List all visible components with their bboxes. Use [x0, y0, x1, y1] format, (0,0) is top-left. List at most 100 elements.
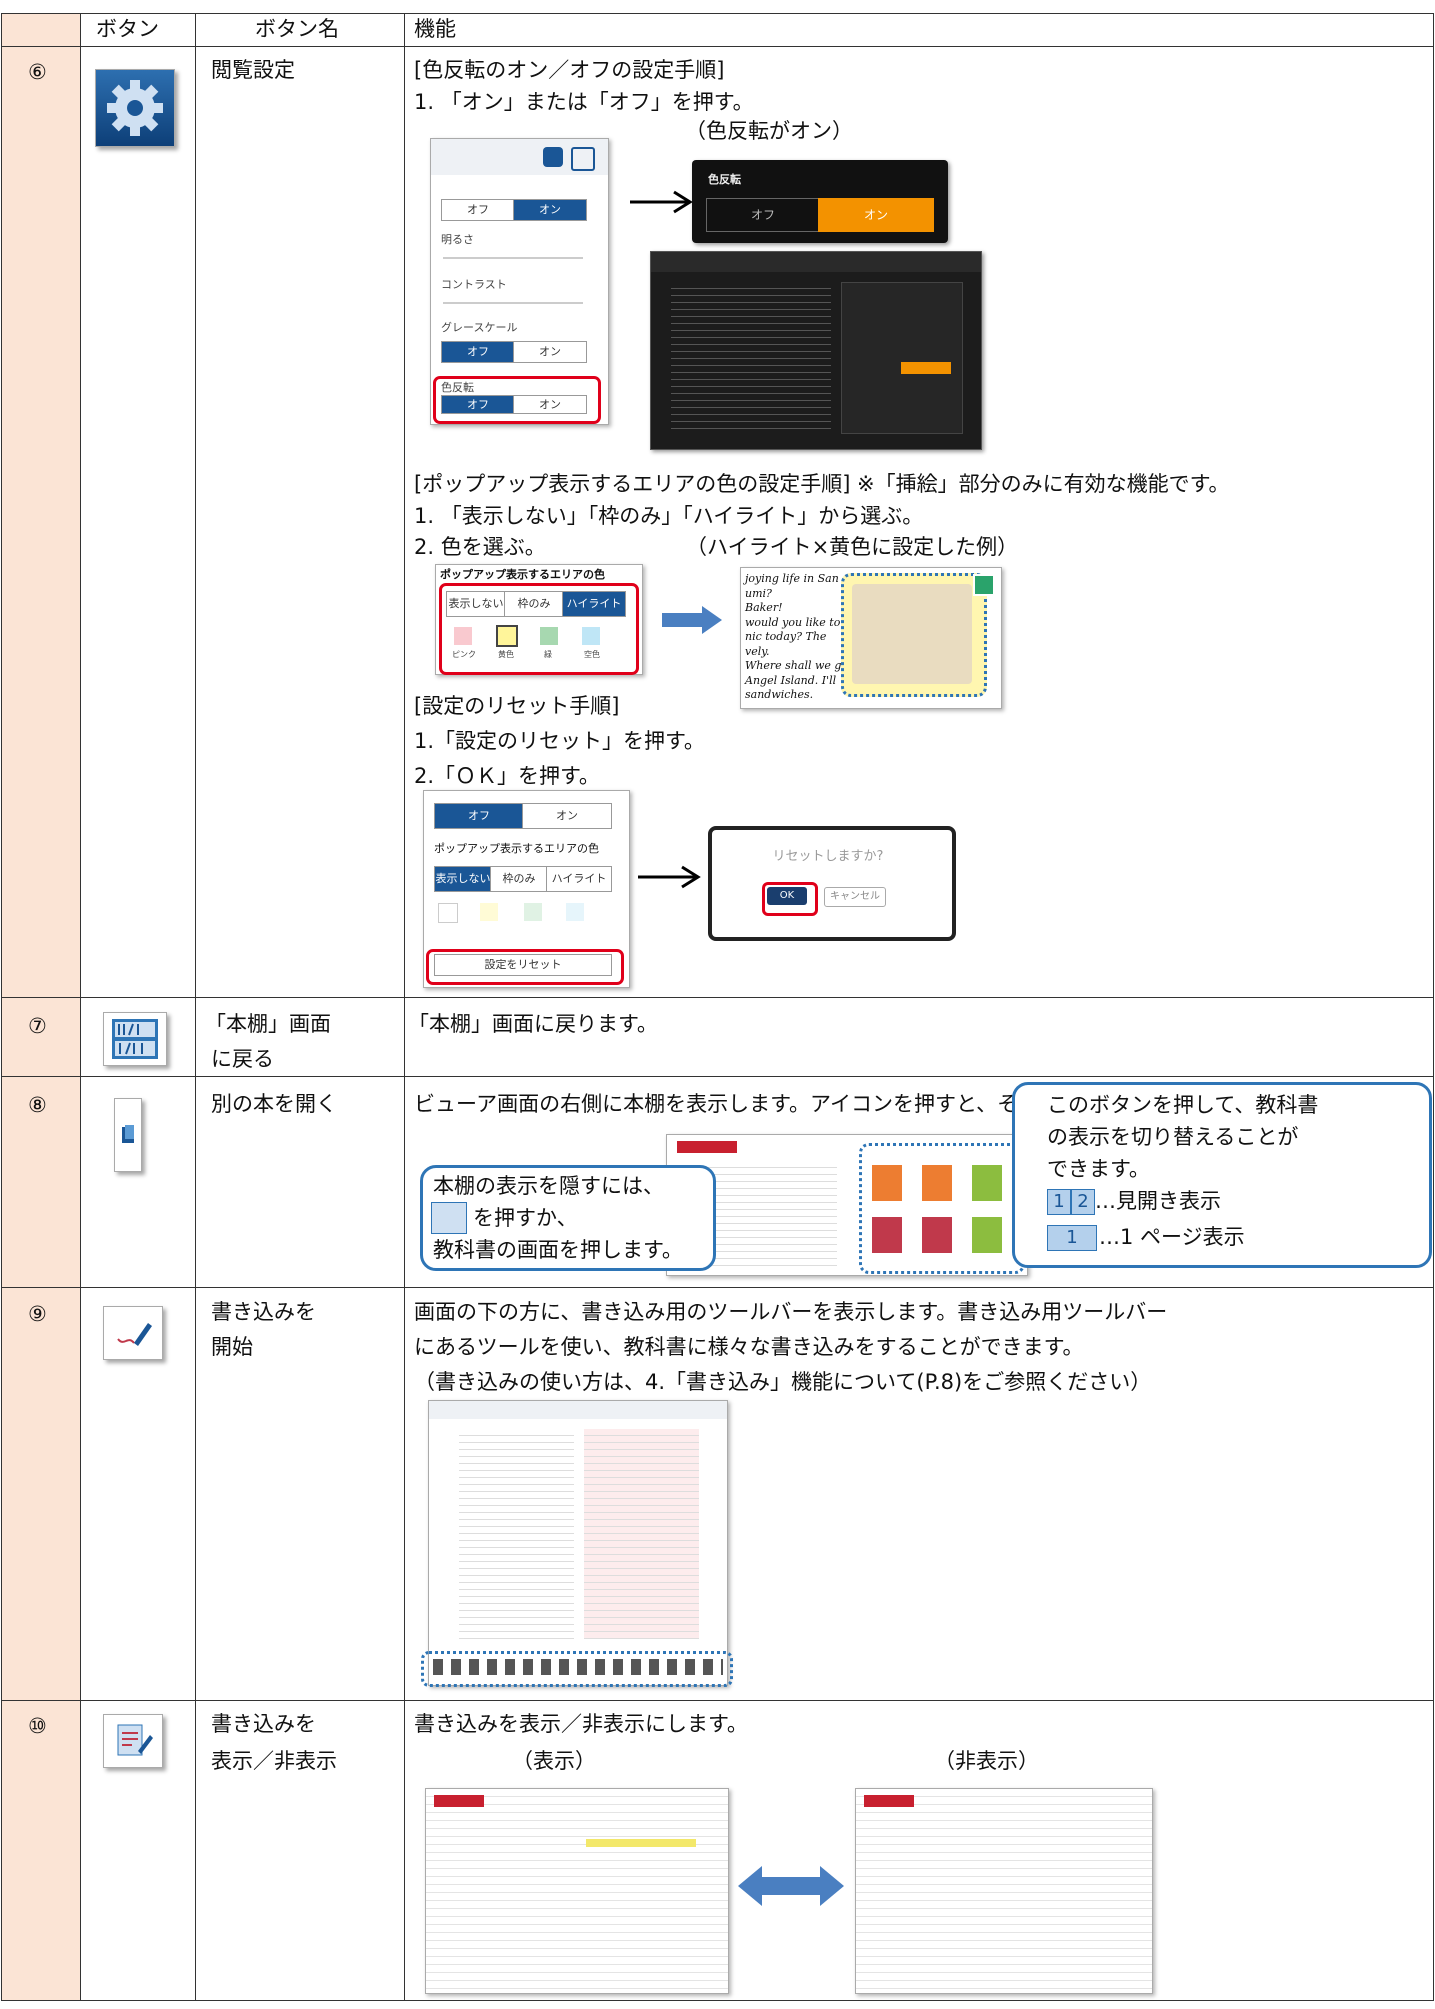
rule — [1, 1287, 1433, 1288]
book-cover — [922, 1217, 952, 1253]
callout-line: このボタンを押して、教科書 — [1047, 1093, 1319, 1117]
arrow — [638, 865, 701, 889]
book-cover — [872, 1165, 902, 1201]
caption: （色反転がオン） — [685, 119, 853, 143]
text-line: にあるツールを使い、教科書に様々な書き込みをすることができます。 — [414, 1335, 1084, 1359]
popup-area — [841, 573, 987, 697]
swatch — [582, 627, 600, 645]
off-button: オフ — [441, 395, 515, 414]
swatch — [540, 627, 558, 645]
on-button: オン — [513, 199, 587, 221]
row-name: 閲覧設定 — [211, 58, 295, 82]
example-line: nic today? The — [745, 630, 827, 643]
example-line: joying life in San — [745, 572, 839, 585]
off-button: オフ — [434, 803, 524, 829]
example-line: Baker! — [745, 601, 783, 614]
header-corner — [1, 13, 80, 46]
reset-panel: オフ オン ポップアップ表示するエリアの色 表示しない 枠のみ ハイライト 設定… — [423, 790, 630, 988]
book-icon — [114, 1098, 142, 1172]
row-name: 別の本を開く — [211, 1092, 337, 1116]
example-line: Where shall we go? — [745, 659, 854, 672]
on-button — [901, 362, 951, 374]
fit-button — [571, 147, 595, 171]
panel-title: ポップアップ表示するエリアの色 — [440, 568, 605, 581]
text-line: 「本棚」画面に戻ります。 — [408, 1012, 658, 1036]
text-line: [ポップアップ表示するエリアの色の設定手順] ※「挿絵」部分のみに有効な機能です… — [414, 472, 1230, 496]
rule — [1, 1700, 1433, 1701]
text-line: ビューア画面の右側に本棚を表示します。アイコンを押すと、その本が開きます。 — [414, 1092, 1185, 1116]
ok-button: OK — [767, 887, 807, 905]
on-button: オン — [818, 198, 934, 232]
popup-panel: ポップアップ表示するエリアの色 表示しない 枠のみ ハイライト ピンク 黄色 緑… — [435, 564, 643, 675]
on-button: オン — [522, 803, 612, 829]
caption: （ハイライト×黄色に設定した例） — [686, 535, 1019, 559]
memo — [117, 1724, 153, 1756]
header-cell: 機能 — [414, 17, 456, 41]
arrow — [630, 190, 693, 214]
text-line: 書き込みを表示／非表示にします。 — [414, 1712, 748, 1736]
highlight-box — [426, 949, 624, 985]
page-text — [459, 1429, 574, 1639]
swatch-label: ピンク — [452, 650, 476, 659]
book — [122, 1125, 134, 1143]
illustration — [852, 584, 972, 684]
book-cover — [922, 1165, 952, 1201]
callout-line: できます。 — [1047, 1157, 1150, 1181]
page-icon: 1 — [1047, 1225, 1097, 1251]
toolbar — [429, 1401, 727, 1419]
page-header — [434, 1795, 484, 1807]
pen — [117, 1323, 152, 1346]
page-header — [864, 1795, 914, 1807]
swatch — [496, 625, 518, 647]
callout-line: を押すか、 — [473, 1206, 578, 1230]
hide-shelf-icon — [431, 1202, 467, 1234]
row-name: 表示／非表示 — [211, 1749, 337, 1773]
page-icon: 1 — [1047, 1189, 1071, 1215]
swatch — [454, 627, 472, 645]
callout-line: 教科書の画面を押します。 — [433, 1238, 683, 1262]
text-line: 1.「設定のリセット」を押す。 — [414, 729, 705, 753]
row-name: 「本棚」画面 — [205, 1012, 331, 1036]
page-text — [671, 282, 831, 432]
settings-panel: オフ オン 明るさ コントラスト グレースケール オフ オン 色反転 オフ オン — [430, 138, 609, 425]
mode-button: 枠のみ — [490, 866, 548, 892]
caption: （表示） — [512, 1749, 596, 1773]
text-line: 2.「ＯＫ」を押す。 — [414, 764, 600, 788]
row-number: ⑧ — [28, 1093, 47, 1117]
mode-button: 枠のみ — [504, 591, 564, 617]
row-number: ⑨ — [28, 1302, 47, 1326]
row-number: ⑥ — [28, 60, 47, 84]
reset-button: 設定をリセット — [434, 954, 612, 976]
rule — [1, 13, 2, 2001]
text-line: 2. 色を選ぶ。 — [414, 535, 546, 559]
swatch — [566, 903, 584, 921]
shown-screenshot — [425, 1788, 729, 1994]
highlight-box — [439, 583, 639, 675]
bookshelf-icon — [103, 1012, 167, 1066]
write-screenshot — [421, 1400, 733, 1687]
callout-line: …見開き表示 — [1095, 1189, 1221, 1213]
swatch — [438, 903, 458, 923]
slider — [443, 257, 583, 259]
header-cell: ボタン — [96, 17, 159, 41]
highlight-box — [433, 376, 601, 424]
cancel-button: キャンセル — [824, 887, 886, 907]
expand-button — [973, 574, 995, 596]
book-cover — [872, 1217, 902, 1253]
panel-label: 明るさ — [441, 233, 474, 246]
panel-label: グレースケール — [441, 321, 518, 334]
panel-label: コントラスト — [441, 278, 507, 291]
off-button: オフ — [441, 341, 515, 363]
gear — [95, 68, 175, 148]
on-button: オン — [513, 341, 587, 363]
text-line: 1. 「オン」または「オフ」を押す。 — [414, 90, 754, 114]
example-line: Angel Island. I'll — [745, 673, 837, 687]
callout-line: …1 ページ表示 — [1099, 1225, 1245, 1249]
text-line: [設定のリセット手順] — [414, 694, 620, 718]
example-line: would you like to — [745, 615, 841, 629]
row-number: ⑩ — [28, 1714, 47, 1738]
row-name: に戻る — [211, 1047, 274, 1071]
shelf-area — [859, 1143, 1025, 1274]
